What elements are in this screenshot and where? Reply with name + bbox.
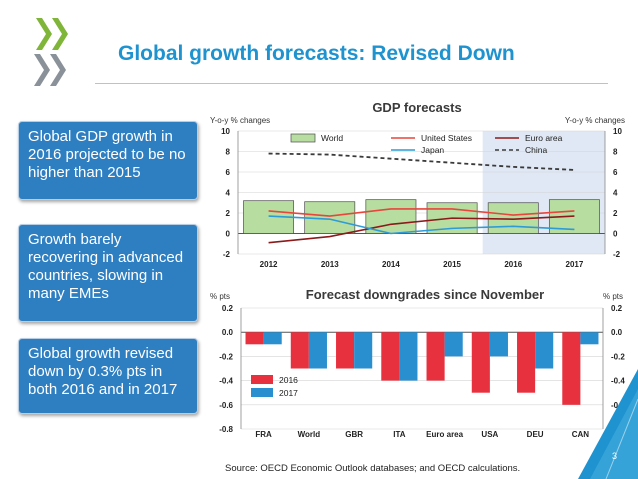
bar-2017-fra [264,332,282,344]
legend-label-euro-area: Euro area [525,133,563,143]
gdp-xtick-2014: 2014 [382,260,400,269]
gdp-ytick-left: 2 [226,209,231,218]
downgrade-chart-title: Forecast downgrades since November [306,287,544,302]
bar-2017-deu [535,332,553,368]
gdp-ylabel-right: Y-o-y % changes [565,116,625,125]
gdp-ytick-right: -2 [613,250,621,259]
bar-2016-usa [472,332,490,393]
legend-label-2017: 2017 [279,388,298,398]
downgrade-xtick-fra: FRA [255,430,272,439]
downgrade-xtick-gbr: GBR [345,430,363,439]
callout-advanced-growth: Growth barely recovering in advanced cou… [18,224,198,322]
gdp-ytick-left: 0 [226,230,231,239]
bar-2017-euro-area [445,332,463,356]
legend-label-japan: Japan [421,145,444,155]
gdp-xtick-2015: 2015 [443,260,461,269]
slide-title: Global growth forecasts: Revised Down [118,42,618,66]
bar-2016-euro-area [427,332,445,380]
gdp-ytick-left: 10 [221,127,230,136]
gdp-ylabel-left: Y-o-y % changes [210,116,270,125]
gdp-ytick-right: 6 [613,168,618,177]
bar-2017-usa [490,332,508,356]
legend-label-world: World [321,133,343,143]
downgrade-ylabel-right: % pts [603,292,623,301]
gdp-xtick-2012: 2012 [260,260,278,269]
downgrade-ytick-right: 0.0 [611,328,623,337]
callout-revision: Global growth revised down by 0.3% pts i… [18,338,198,414]
bar-2016-gbr [336,332,354,368]
gdp-ytick-left: 6 [226,168,231,177]
bar-2017-world [309,332,327,368]
downgrade-ytick-right: -0.2 [611,352,625,361]
title-divider [95,83,608,84]
gdp-xtick-2013: 2013 [321,260,339,269]
downgrade-ytick-left: -0.4 [219,377,233,386]
gdp-ytick-right: 10 [613,127,622,136]
page-number: 3 [612,451,617,461]
source-note: Source: OECD Economic Outlook databases;… [225,463,520,474]
downgrade-ytick-left: -0.8 [219,425,233,434]
downgrade-xtick-world: World [298,430,321,439]
callout-global-gdp: Global GDP growth in 2016 projected to b… [18,121,198,200]
legend-key-world [291,134,315,142]
bar-2016-deu [517,332,535,393]
legend-label-china: China [525,145,547,155]
downgrade-ytick-right: 0.2 [611,304,623,313]
bar-2016-fra [246,332,264,344]
downgrade-ytick-left: 0.0 [222,328,234,337]
bar-2017-ita [399,332,417,380]
downgrade-xtick-euro-area: Euro area [426,430,463,439]
corner-decoration [578,369,638,479]
bar-2016-ita [381,332,399,380]
downgrade-ytick-left: -0.6 [219,401,233,410]
downgrade-ytick-left: 0.2 [222,304,234,313]
bar-2017-gbr [354,332,372,368]
gdp-ytick-right: 0 [613,230,618,239]
downgrade-xtick-ita: ITA [393,430,406,439]
bar-2016-world [291,332,309,368]
bar-2017-can [580,332,598,344]
gdp-ytick-left: 4 [226,189,231,198]
legend-label-2016: 2016 [279,375,298,385]
legend-key-2017 [251,388,273,397]
gdp-ytick-left: 8 [226,148,231,157]
gdp-xtick-2016: 2016 [504,260,522,269]
charts-area: GDP forecasts Y-o-y % changes Y-o-y % chan… [205,96,630,446]
oecd-logo-icon [30,14,80,90]
legend-label-united-states: United States [421,133,472,143]
gdp-ytick-right: 8 [613,148,618,157]
downgrade-ytick-left: -0.2 [219,352,233,361]
gdp-ytick-left: -2 [223,250,231,259]
gdp-xtick-2017: 2017 [566,260,584,269]
gdp-ytick-right: 2 [613,209,618,218]
legend-key-2016 [251,375,273,384]
downgrade-ylabel-left: % pts [210,292,230,301]
downgrade-xtick-usa: USA [481,430,498,439]
downgrade-xtick-deu: DEU [527,430,544,439]
gdp-ytick-right: 4 [613,189,618,198]
gdp-chart-title: GDP forecasts [372,100,461,115]
